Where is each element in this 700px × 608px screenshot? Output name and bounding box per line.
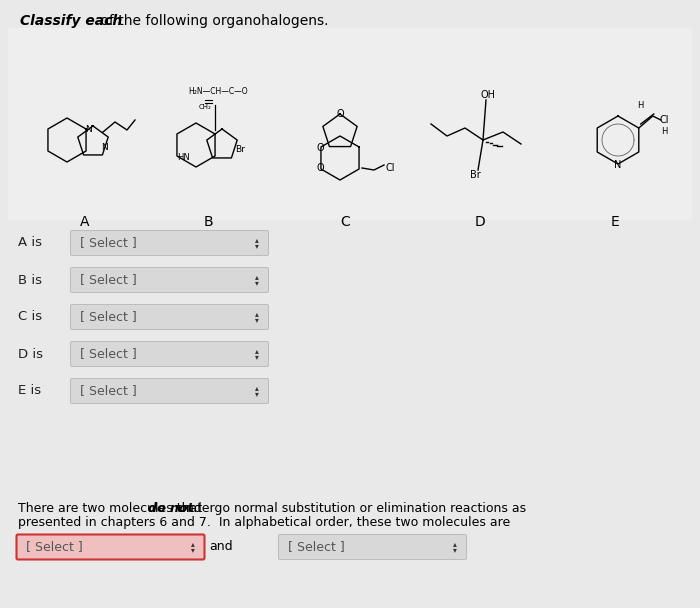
Text: O: O: [336, 109, 344, 119]
Text: ▾: ▾: [191, 545, 195, 554]
FancyBboxPatch shape: [71, 305, 269, 330]
Text: [ Select ]: [ Select ]: [288, 541, 344, 553]
Text: ▴: ▴: [255, 272, 259, 282]
Text: ▴: ▴: [453, 539, 457, 548]
Text: O: O: [316, 143, 324, 153]
Text: ▴: ▴: [255, 235, 259, 244]
Text: ▴: ▴: [255, 309, 259, 319]
FancyBboxPatch shape: [8, 28, 692, 220]
Text: Br: Br: [235, 145, 245, 154]
Text: [ Select ]: [ Select ]: [80, 274, 136, 286]
Text: Cl: Cl: [659, 115, 668, 125]
Text: Br: Br: [470, 170, 480, 180]
Text: C is: C is: [18, 311, 42, 323]
Text: A is: A is: [18, 237, 42, 249]
Text: D: D: [475, 215, 485, 229]
Text: D is: D is: [18, 348, 43, 361]
FancyBboxPatch shape: [17, 534, 204, 559]
Text: ▴: ▴: [191, 539, 195, 548]
Text: [ Select ]: [ Select ]: [80, 348, 136, 361]
Text: A: A: [80, 215, 90, 229]
Text: ▾: ▾: [255, 278, 259, 288]
Text: ▾: ▾: [255, 390, 259, 398]
Text: CH₂: CH₂: [199, 104, 211, 110]
Text: B is: B is: [18, 274, 42, 286]
Text: ▾: ▾: [255, 353, 259, 362]
Text: [ Select ]: [ Select ]: [80, 384, 136, 398]
Text: E: E: [610, 215, 620, 229]
FancyBboxPatch shape: [71, 342, 269, 367]
Text: H: H: [661, 128, 667, 137]
Text: do not: do not: [148, 502, 193, 515]
Text: ▾: ▾: [255, 316, 259, 325]
Text: ▴: ▴: [255, 347, 259, 356]
Text: [ Select ]: [ Select ]: [26, 541, 83, 553]
FancyBboxPatch shape: [279, 534, 466, 559]
Text: undergo normal substitution or elimination reactions as: undergo normal substitution or eliminati…: [174, 502, 526, 515]
Text: presented in chapters 6 and 7.  In alphabetical order, these two molecules are: presented in chapters 6 and 7. In alphab…: [18, 516, 510, 529]
Text: O: O: [316, 163, 324, 173]
FancyBboxPatch shape: [71, 379, 269, 404]
Text: E is: E is: [18, 384, 41, 398]
FancyBboxPatch shape: [71, 230, 269, 255]
Text: Cl: Cl: [385, 163, 395, 173]
Text: HN: HN: [178, 153, 190, 162]
Text: N: N: [85, 125, 92, 134]
Text: [ Select ]: [ Select ]: [80, 311, 136, 323]
Text: B: B: [203, 215, 213, 229]
Text: N: N: [615, 160, 622, 170]
FancyBboxPatch shape: [71, 268, 269, 292]
Text: ▾: ▾: [255, 241, 259, 250]
Text: and: and: [209, 541, 232, 553]
Text: of the following organohalogens.: of the following organohalogens.: [96, 14, 328, 28]
Text: H₂N—CH—C—O: H₂N—CH—C—O: [188, 88, 248, 97]
Text: H: H: [637, 100, 643, 109]
Text: [ Select ]: [ Select ]: [80, 237, 136, 249]
Text: C: C: [340, 215, 350, 229]
Text: OH: OH: [480, 90, 496, 100]
Text: Classify each: Classify each: [20, 14, 122, 28]
Text: There are two molecules that: There are two molecules that: [18, 502, 206, 515]
Text: N: N: [102, 143, 108, 153]
Text: ▾: ▾: [453, 545, 457, 554]
Text: ▴: ▴: [255, 384, 259, 393]
